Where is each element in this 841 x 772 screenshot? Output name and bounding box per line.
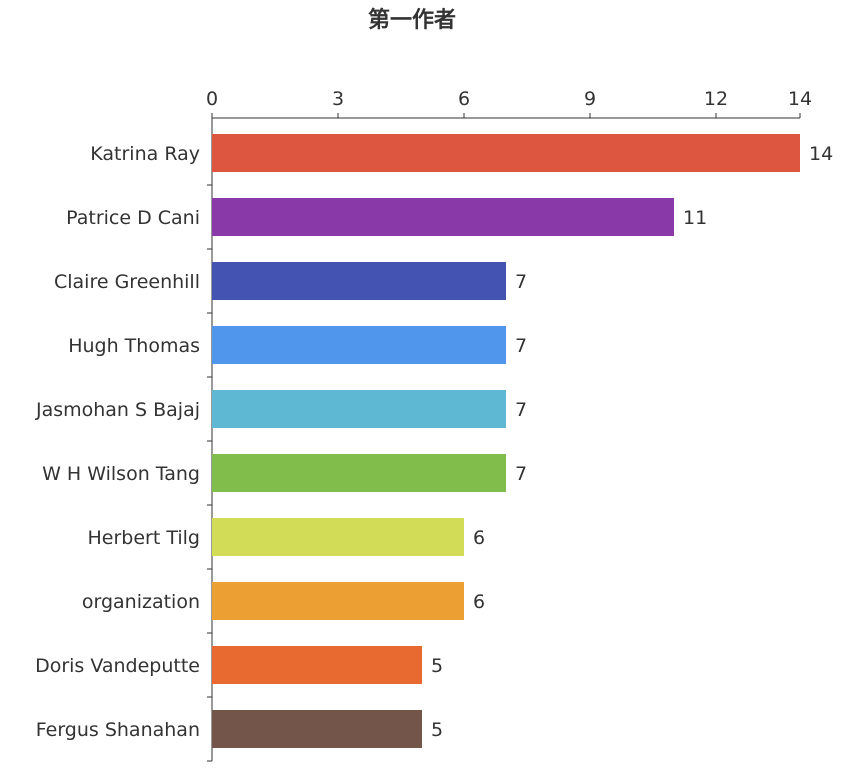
category-label: Patrice D Cani	[66, 207, 200, 229]
data-label: 6	[473, 591, 485, 613]
bar	[212, 134, 800, 172]
category-label: Herbert Tilg	[88, 527, 200, 549]
x-tick-label: 9	[584, 88, 596, 110]
chart-title: 第一作者	[367, 8, 456, 33]
category-label: organization	[82, 591, 200, 613]
x-tick-label: 12	[704, 88, 728, 110]
data-label: 5	[431, 719, 443, 741]
data-label: 6	[473, 527, 485, 549]
data-label: 5	[431, 655, 443, 677]
category-label: W H Wilson Tang	[42, 463, 200, 485]
x-tick-label: 0	[206, 88, 218, 110]
x-tick-label: 6	[458, 88, 470, 110]
category-label: Claire Greenhill	[54, 271, 200, 293]
bar	[212, 710, 422, 748]
bar	[212, 582, 464, 620]
x-tick-label: 14	[788, 88, 812, 110]
category-label: Jasmohan S Bajaj	[35, 399, 200, 421]
data-label: 7	[515, 335, 527, 357]
data-label: 7	[515, 399, 527, 421]
data-label: 7	[515, 463, 527, 485]
category-label: Katrina Ray	[90, 143, 200, 165]
bar	[212, 262, 506, 300]
bar	[212, 454, 506, 492]
bar	[212, 326, 506, 364]
category-label: Hugh Thomas	[68, 335, 200, 357]
bar	[212, 646, 422, 684]
x-tick-label: 3	[332, 88, 344, 110]
data-label: 11	[683, 207, 707, 229]
bar	[212, 198, 674, 236]
data-label: 7	[515, 271, 527, 293]
category-label: Fergus Shanahan	[36, 719, 200, 741]
bar	[212, 518, 464, 556]
bar	[212, 390, 506, 428]
category-label: Doris Vandeputte	[35, 655, 200, 677]
data-label: 14	[809, 143, 833, 165]
